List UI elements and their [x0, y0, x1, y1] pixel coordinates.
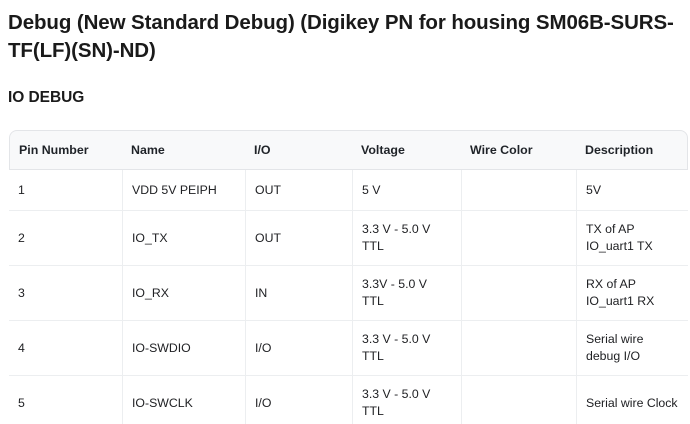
cell-name: VDD 5V PEIPH	[122, 170, 245, 211]
description-line: 5V	[586, 182, 602, 197]
table-header-row: Pin Number Name I/O Voltage Wire Color D…	[9, 130, 688, 170]
cell-io: I/O	[245, 321, 352, 376]
table-header: Pin Number Name I/O Voltage Wire Color D…	[9, 130, 688, 170]
cell-io: OUT	[245, 170, 352, 211]
cell-description: 5V	[576, 170, 688, 211]
cell-wire-color	[461, 170, 576, 211]
column-header-wire-color: Wire Color	[461, 130, 576, 170]
cell-description: Serial wire debug I/O	[576, 321, 688, 376]
description-line: Serial wire	[586, 332, 644, 346]
cell-voltage: 3.3 V - 5.0 V TTL	[352, 321, 461, 376]
table-row: 3 IO_RX IN 3.3V - 5.0 V TTL RX of AP IO_…	[9, 266, 688, 321]
description-line: IO_uart1 RX	[586, 294, 655, 308]
column-header-name: Name	[122, 130, 245, 170]
cell-name: IO_TX	[122, 211, 245, 266]
cell-voltage: 3.3 V - 5.0 V TTL	[352, 211, 461, 266]
description-line: TX of AP	[586, 222, 635, 236]
cell-wire-color	[461, 376, 576, 424]
table-row: 5 IO-SWCLK I/O 3.3 V - 5.0 V TTL Serial …	[9, 376, 688, 424]
cell-pin-number: 3	[9, 266, 122, 321]
cell-voltage: 5 V	[352, 170, 461, 211]
column-header-pin-number: Pin Number	[9, 130, 122, 170]
cell-description: TX of AP IO_uart1 TX	[576, 211, 688, 266]
cell-name: IO_RX	[122, 266, 245, 321]
cell-pin-number: 2	[9, 211, 122, 266]
cell-name: IO-SWCLK	[122, 376, 245, 424]
description-line: Serial wire Clock	[586, 395, 678, 410]
table-row: 4 IO-SWDIO I/O 3.3 V - 5.0 V TTL Serial …	[9, 321, 688, 376]
section-heading-io-debug: IO DEBUG	[8, 89, 85, 106]
pin-table-container: Pin Number Name I/O Voltage Wire Color D…	[9, 130, 688, 424]
io-debug-pin-table: Pin Number Name I/O Voltage Wire Color D…	[9, 130, 688, 424]
table-row: 1 VDD 5V PEIPH OUT 5 V 5V	[9, 170, 688, 211]
table-body: 1 VDD 5V PEIPH OUT 5 V 5V 2 IO_TX OUT 3.…	[9, 170, 688, 424]
cell-pin-number: 4	[9, 321, 122, 376]
description-line: debug I/O	[586, 349, 641, 363]
column-header-description: Description	[576, 130, 688, 170]
cell-wire-color	[461, 266, 576, 321]
table-row: 2 IO_TX OUT 3.3 V - 5.0 V TTL TX of AP I…	[9, 211, 688, 266]
description-line: IO_uart1 TX	[586, 239, 653, 253]
cell-pin-number: 1	[9, 170, 122, 211]
cell-io: I/O	[245, 376, 352, 424]
cell-io: IN	[245, 266, 352, 321]
column-header-voltage: Voltage	[352, 130, 461, 170]
page-title: Debug (New Standard Debug) (Digikey PN f…	[8, 11, 674, 62]
cell-io: OUT	[245, 211, 352, 266]
cell-description: RX of AP IO_uart1 RX	[576, 266, 688, 321]
cell-voltage: 3.3V - 5.0 V TTL	[352, 266, 461, 321]
column-header-io: I/O	[245, 130, 352, 170]
cell-wire-color	[461, 211, 576, 266]
cell-pin-number: 5	[9, 376, 122, 424]
cell-voltage: 3.3 V - 5.0 V TTL	[352, 376, 461, 424]
cell-name: IO-SWDIO	[122, 321, 245, 376]
description-line: RX of AP	[586, 277, 636, 291]
cell-wire-color	[461, 321, 576, 376]
cell-description: Serial wire Clock	[576, 376, 688, 424]
